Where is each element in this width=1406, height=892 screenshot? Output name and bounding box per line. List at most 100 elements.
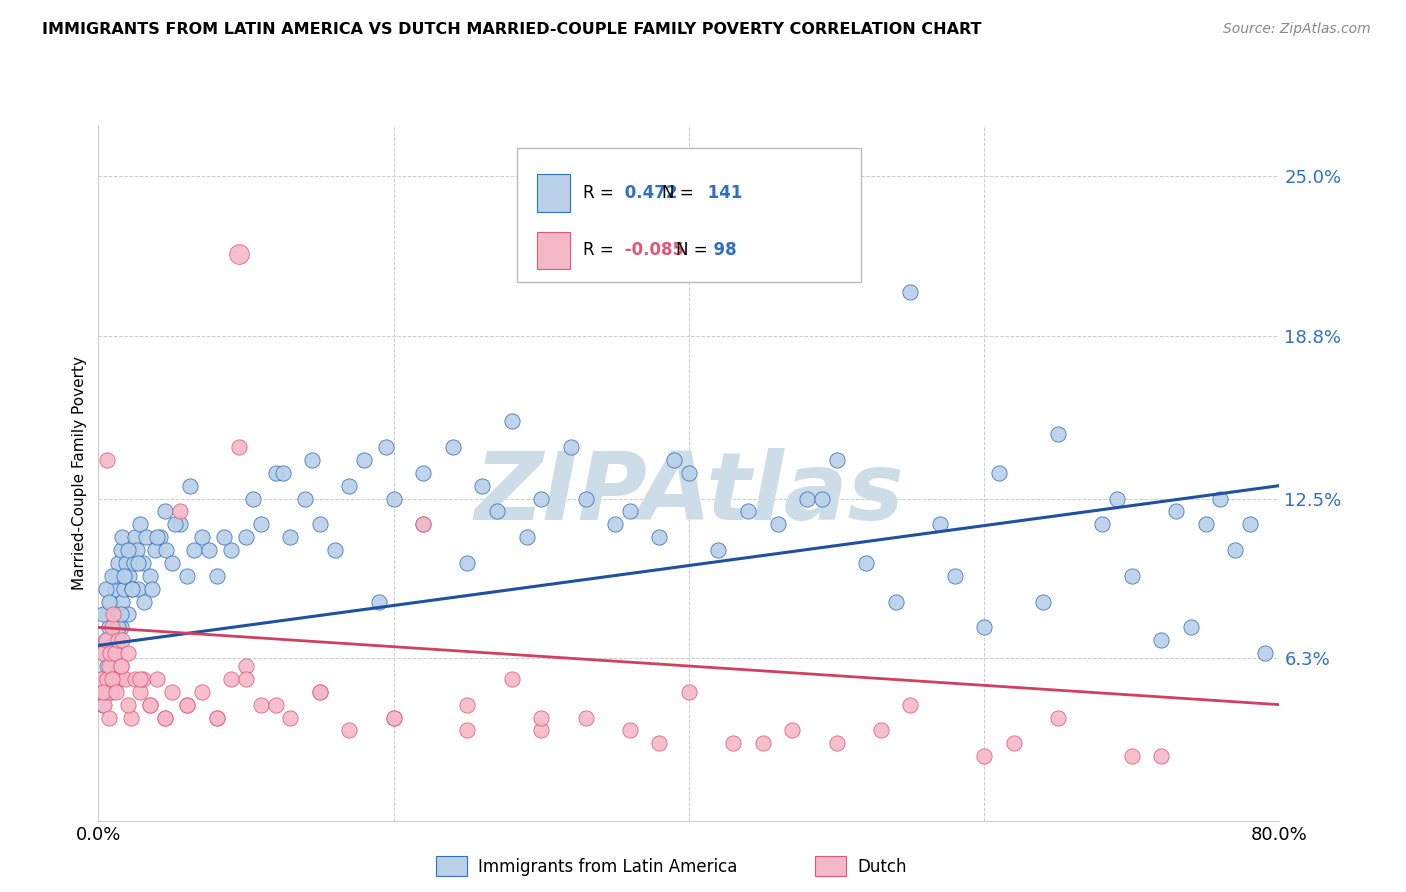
Point — [278, 530, 302, 544]
Y-axis label: Married-Couple Family Poverty: Married-Couple Family Poverty — [72, 356, 87, 590]
Point — [94, 633, 117, 648]
Point — [139, 698, 162, 712]
Point — [278, 710, 302, 724]
Point — [900, 285, 922, 300]
Point — [103, 607, 125, 622]
Point — [134, 594, 156, 608]
Point — [107, 620, 129, 634]
Point — [111, 594, 134, 608]
Point — [100, 633, 122, 648]
Point — [205, 710, 228, 724]
Point — [412, 517, 434, 532]
Point — [855, 556, 877, 570]
Text: N =: N = — [662, 184, 695, 202]
Point — [96, 659, 118, 673]
Point — [121, 582, 143, 596]
Point — [1150, 749, 1173, 764]
Point — [441, 440, 464, 454]
Point — [664, 453, 686, 467]
Point — [90, 672, 112, 686]
Point — [530, 723, 553, 738]
Point — [103, 672, 125, 686]
Point — [382, 710, 405, 724]
Point — [375, 440, 398, 454]
Point — [96, 453, 118, 467]
Point — [91, 646, 114, 660]
Point — [114, 569, 136, 583]
Point — [98, 594, 121, 608]
Point — [114, 672, 136, 686]
Point — [900, 698, 922, 712]
Point — [456, 723, 478, 738]
Point — [97, 594, 120, 608]
Point — [198, 543, 221, 558]
Point — [574, 491, 596, 506]
Point — [309, 517, 332, 532]
Point — [1032, 594, 1054, 608]
Point — [94, 685, 117, 699]
Point — [94, 633, 117, 648]
Point — [162, 556, 183, 570]
Point — [264, 698, 287, 712]
Text: 0.472: 0.472 — [620, 184, 678, 202]
Point — [943, 569, 966, 583]
Point — [128, 517, 150, 532]
Text: ZIPAtlas: ZIPAtlas — [474, 448, 904, 540]
Point — [125, 543, 148, 558]
Point — [110, 620, 132, 634]
Point — [155, 543, 177, 558]
Point — [228, 440, 250, 454]
Point — [103, 672, 125, 686]
Point — [104, 646, 127, 660]
Point — [825, 453, 848, 467]
Point — [1105, 491, 1128, 506]
Point — [648, 736, 671, 750]
Point — [501, 414, 523, 428]
Point — [169, 517, 191, 532]
Point — [169, 504, 191, 518]
Point — [1209, 491, 1232, 506]
Point — [560, 440, 582, 454]
Point — [162, 685, 183, 699]
Point — [516, 530, 538, 544]
Point — [146, 530, 169, 544]
Point — [212, 530, 235, 544]
Point — [124, 530, 146, 544]
Point — [98, 659, 121, 673]
Point — [97, 659, 120, 673]
Point — [179, 478, 201, 492]
Point — [117, 607, 139, 622]
Point — [139, 698, 162, 712]
Point — [737, 504, 759, 518]
Point — [105, 685, 128, 699]
Point — [471, 478, 494, 492]
Point — [1091, 517, 1114, 532]
Point — [191, 685, 214, 699]
Point — [100, 685, 122, 699]
Point — [1150, 633, 1173, 648]
Point — [115, 556, 138, 570]
Point — [110, 543, 132, 558]
Point — [97, 620, 120, 634]
Point — [235, 659, 257, 673]
Point — [127, 582, 149, 596]
Point — [98, 685, 121, 699]
Point — [309, 685, 332, 699]
Point — [107, 633, 129, 648]
Point — [884, 594, 907, 608]
Point — [1239, 517, 1261, 532]
Point — [368, 594, 391, 608]
Point — [96, 607, 118, 622]
Point — [93, 685, 115, 699]
Point — [120, 710, 142, 724]
Point — [1254, 646, 1277, 660]
Point — [294, 491, 316, 506]
Point — [1195, 517, 1218, 532]
Point — [456, 698, 478, 712]
Point — [221, 672, 243, 686]
Point — [117, 698, 139, 712]
Point — [91, 698, 114, 712]
Point — [153, 504, 176, 518]
Point — [339, 478, 360, 492]
Text: IMMIGRANTS FROM LATIN AMERICA VS DUTCH MARRIED-COUPLE FAMILY POVERTY CORRELATION: IMMIGRANTS FROM LATIN AMERICA VS DUTCH M… — [42, 22, 981, 37]
